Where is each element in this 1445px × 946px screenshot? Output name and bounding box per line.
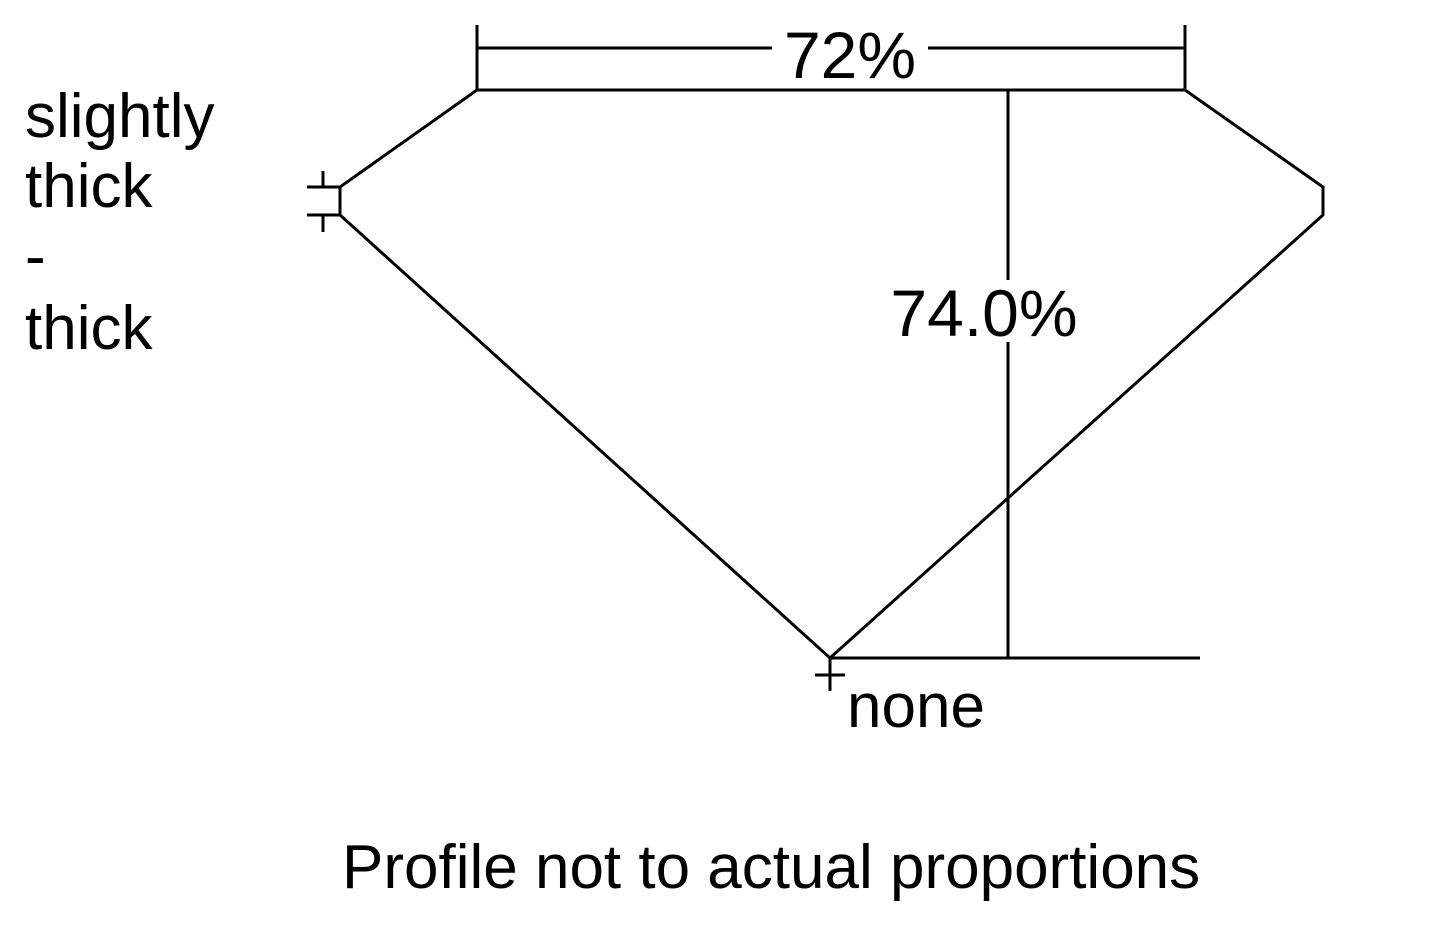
girdle-label-line-2: thick <box>25 152 153 221</box>
girdle-label-line-3: - <box>25 222 46 291</box>
table-percent-label: 72% <box>784 18 916 92</box>
depth-percent-label: 74.0% <box>890 276 1077 350</box>
diamond-outline <box>338 88 1325 661</box>
footnote: Profile not to actual proportions <box>342 833 1200 902</box>
culet-label: none <box>847 672 985 741</box>
girdle-label-line-4: thick <box>25 294 153 363</box>
girdle-label-line-1: slightly <box>25 82 215 151</box>
